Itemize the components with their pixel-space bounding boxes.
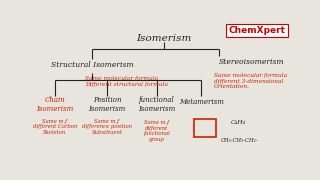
Text: Structural Isomerism: Structural Isomerism bbox=[51, 60, 133, 69]
Text: Same molecular formula
different 3-dimensional
Orientation.: Same molecular formula different 3-dimen… bbox=[214, 73, 287, 89]
Text: CH₃-CH₂-CH₂-: CH₃-CH₂-CH₂- bbox=[221, 138, 259, 143]
Text: Same m.f
difference position
Substituent: Same m.f difference position Substituent bbox=[82, 119, 132, 135]
Text: functional
Isomerism: functional Isomerism bbox=[138, 96, 175, 113]
Text: Same m.f
different Carbon
Skeleton: Same m.f different Carbon Skeleton bbox=[33, 119, 77, 135]
Text: Same m.f
different
functional
group: Same m.f different functional group bbox=[143, 120, 170, 142]
Bar bbox=[194, 119, 216, 137]
Text: Same molecular formula
Different structural formula: Same molecular formula Different structu… bbox=[84, 76, 168, 87]
Text: Position
Isomerism: Position Isomerism bbox=[88, 96, 125, 113]
Text: ChemXpert: ChemXpert bbox=[228, 26, 285, 35]
Text: Metamerism: Metamerism bbox=[179, 98, 224, 106]
Text: Stereoisomerism: Stereoisomerism bbox=[219, 58, 284, 66]
Text: C₄H₈: C₄H₈ bbox=[231, 120, 246, 125]
Text: Chain
Isomerism: Chain Isomerism bbox=[36, 96, 74, 113]
Text: Isomerism: Isomerism bbox=[136, 34, 192, 43]
